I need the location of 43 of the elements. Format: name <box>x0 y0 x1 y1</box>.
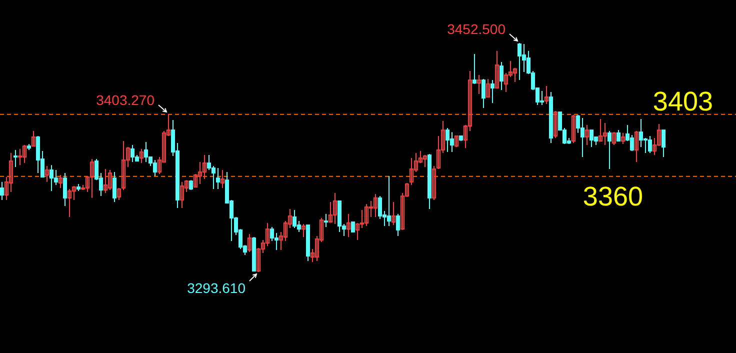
candlestick <box>351 222 355 232</box>
candlestick <box>392 201 396 226</box>
candlestick <box>248 233 252 252</box>
candlestick <box>662 130 666 158</box>
ref-line-label: 3360 <box>582 181 643 212</box>
candlestick <box>396 213 400 236</box>
candlestick <box>58 174 62 188</box>
candlestick <box>63 172 67 207</box>
candlestick <box>112 171 116 202</box>
candlestick <box>495 50 499 88</box>
candlestick <box>608 130 612 170</box>
candlestick <box>0 181 4 200</box>
candlestick <box>432 165 436 200</box>
candlestick <box>612 132 616 146</box>
candlestick <box>302 224 306 238</box>
candlestick <box>554 110 558 138</box>
candlestick <box>216 167 220 190</box>
text: 3293.610 <box>187 280 246 296</box>
candlestick <box>482 78 486 108</box>
candlestick <box>572 114 576 144</box>
candlestick <box>346 213 350 238</box>
candlestick <box>454 135 458 148</box>
candlestick <box>621 132 625 145</box>
candlestick <box>117 187 121 200</box>
candlestick <box>585 124 589 146</box>
candlestick <box>324 213 328 228</box>
candlestick <box>477 74 481 95</box>
candlestick <box>490 80 494 104</box>
candlestick <box>544 85 548 104</box>
candlestick <box>45 165 49 182</box>
candlestick <box>140 148 144 164</box>
candlestick <box>472 53 476 84</box>
candlestick <box>32 130 36 147</box>
candlestick <box>634 130 638 163</box>
candlestick <box>189 180 193 191</box>
ref-line-label: 3403 <box>652 86 713 116</box>
text: 3452.500 <box>447 21 506 37</box>
candlestick <box>14 149 18 168</box>
annotation: 3403.270 <box>96 92 155 108</box>
candlestick <box>220 169 224 188</box>
candlestick <box>616 130 620 142</box>
candlestick <box>500 62 504 90</box>
candlestick <box>486 78 490 98</box>
